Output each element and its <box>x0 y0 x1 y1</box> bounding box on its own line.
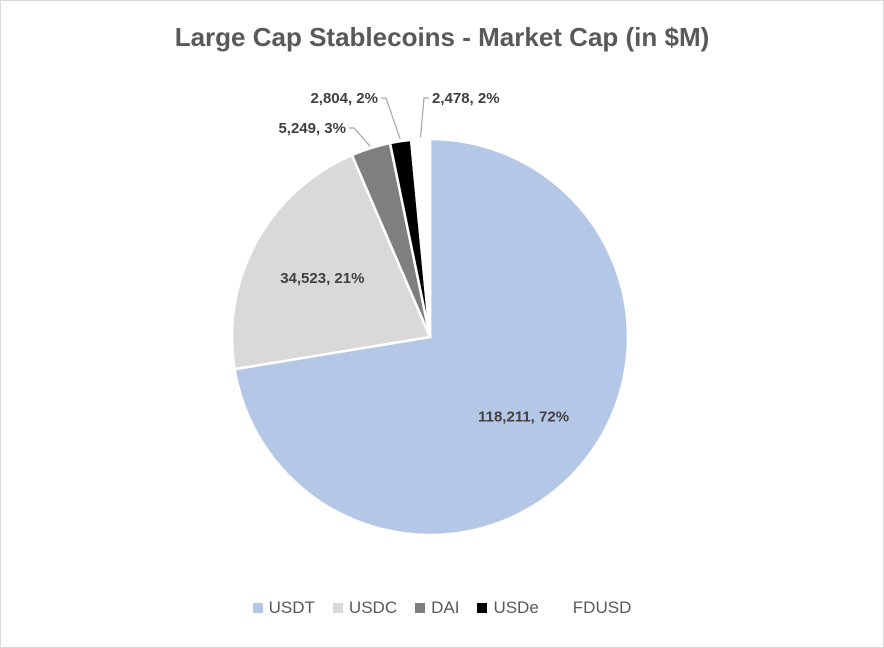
legend-label-usdt: USDT <box>268 598 315 617</box>
leader-line-fdusd <box>419 97 429 138</box>
data-label-dai: 5,249, 3% <box>278 120 346 137</box>
legend-swatch-usdc <box>332 603 343 613</box>
pie-slice-usdc <box>230 153 432 371</box>
legend-label-dai: DAI <box>431 598 460 617</box>
pie-slice-fdusd <box>409 137 432 338</box>
legend-item-usde: USDe <box>477 598 539 618</box>
legend-item-fdusd: FDUSD <box>556 598 632 618</box>
leader-line-usde <box>381 97 401 140</box>
chart-title: Large Cap Stablecoins - Market Cap (in $… <box>174 22 710 52</box>
data-label-usdt: 118,211, 72% <box>478 408 569 425</box>
legend-label-usde: USDe <box>493 598 539 617</box>
leader-line-dai <box>349 127 371 147</box>
legend-item-usdt: USDT <box>252 598 315 618</box>
legend-item-usdc: USDC <box>332 598 398 618</box>
legend-label-fdusd: FDUSD <box>572 598 632 617</box>
data-label-fdusd: 2,478, 2% <box>432 90 500 107</box>
legend-swatch-usde <box>477 603 488 613</box>
legend-label-usdc: USDC <box>348 598 398 617</box>
data-label-usde: 2,804, 2% <box>310 90 378 107</box>
legend-swatch-dai <box>415 603 426 613</box>
legend-swatch-usdt <box>252 603 263 613</box>
legend: USDT USDC DAI USDe FDUSD <box>0 598 884 618</box>
legend-item-dai: DAI <box>415 598 459 618</box>
data-label-usdc: 34,523, 21% <box>280 270 364 287</box>
legend-swatch-fdusd <box>556 603 567 613</box>
